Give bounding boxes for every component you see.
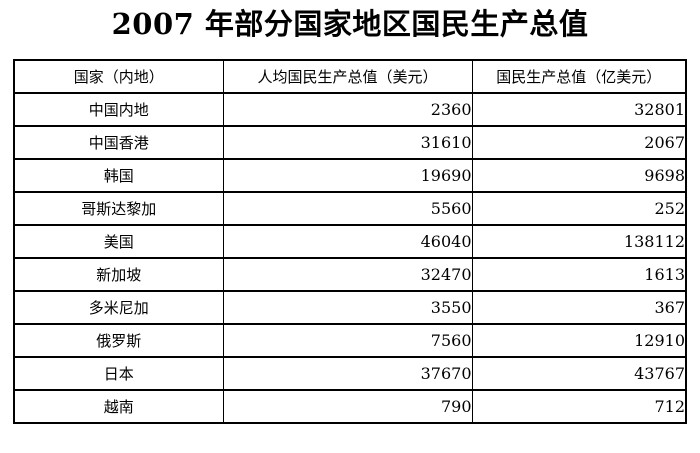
cell-total: 12910 xyxy=(471,323,687,358)
cell-per-capita: 46040 xyxy=(222,224,473,259)
cell-per-capita: 5560 xyxy=(222,191,473,226)
cell-country: 中国内地 xyxy=(13,92,224,127)
cell-country: 哥斯达黎加 xyxy=(13,191,224,226)
column-header-country: 国家（内地） xyxy=(13,59,224,94)
cell-total: 712 xyxy=(471,389,687,424)
table-row: 美国 46040 138112 xyxy=(13,224,687,259)
table-row: 中国香港 31610 2067 xyxy=(13,125,687,160)
cell-total: 2067 xyxy=(471,125,687,160)
cell-country: 韩国 xyxy=(13,158,224,193)
cell-country: 俄罗斯 xyxy=(13,323,224,358)
cell-total: 9698 xyxy=(471,158,687,193)
cell-per-capita: 19690 xyxy=(222,158,473,193)
cell-per-capita: 3550 xyxy=(222,290,473,325)
table-row: 新加坡 32470 1613 xyxy=(13,257,687,292)
cell-per-capita: 2360 xyxy=(222,92,473,127)
gnp-table: 国家（内地） 人均国民生产总值（美元） 国民生产总值（亿美元） 中国内地 236… xyxy=(13,59,687,424)
cell-total: 1613 xyxy=(471,257,687,292)
cell-country: 中国香港 xyxy=(13,125,224,160)
table-row: 哥斯达黎加 5560 252 xyxy=(13,191,687,226)
cell-total: 252 xyxy=(471,191,687,226)
cell-country: 日本 xyxy=(13,356,224,391)
cell-total: 138112 xyxy=(471,224,687,259)
table-row: 韩国 19690 9698 xyxy=(13,158,687,193)
cell-country: 多米尼加 xyxy=(13,290,224,325)
cell-total: 43767 xyxy=(471,356,687,391)
table-row: 中国内地 2360 32801 xyxy=(13,92,687,127)
table-row: 越南 790 712 xyxy=(13,389,687,424)
cell-country: 新加坡 xyxy=(13,257,224,292)
column-header-per-capita-gnp: 人均国民生产总值（美元） xyxy=(222,59,473,94)
cell-per-capita: 7560 xyxy=(222,323,473,358)
table-row: 俄罗斯 7560 12910 xyxy=(13,323,687,358)
cell-per-capita: 790 xyxy=(222,389,473,424)
table-header-row: 国家（内地） 人均国民生产总值（美元） 国民生产总值（亿美元） xyxy=(13,59,687,94)
cell-total: 32801 xyxy=(471,92,687,127)
cell-country: 越南 xyxy=(13,389,224,424)
column-header-total-gnp: 国民生产总值（亿美元） xyxy=(471,59,687,94)
cell-country: 美国 xyxy=(13,224,224,259)
table-row: 日本 37670 43767 xyxy=(13,356,687,391)
cell-per-capita: 31610 xyxy=(222,125,473,160)
table-row: 多米尼加 3550 367 xyxy=(13,290,687,325)
page-title: 2007 年部分国家地区国民生产总值 xyxy=(111,7,589,41)
cell-total: 367 xyxy=(471,290,687,325)
cell-per-capita: 32470 xyxy=(222,257,473,292)
cell-per-capita: 37670 xyxy=(222,356,473,391)
